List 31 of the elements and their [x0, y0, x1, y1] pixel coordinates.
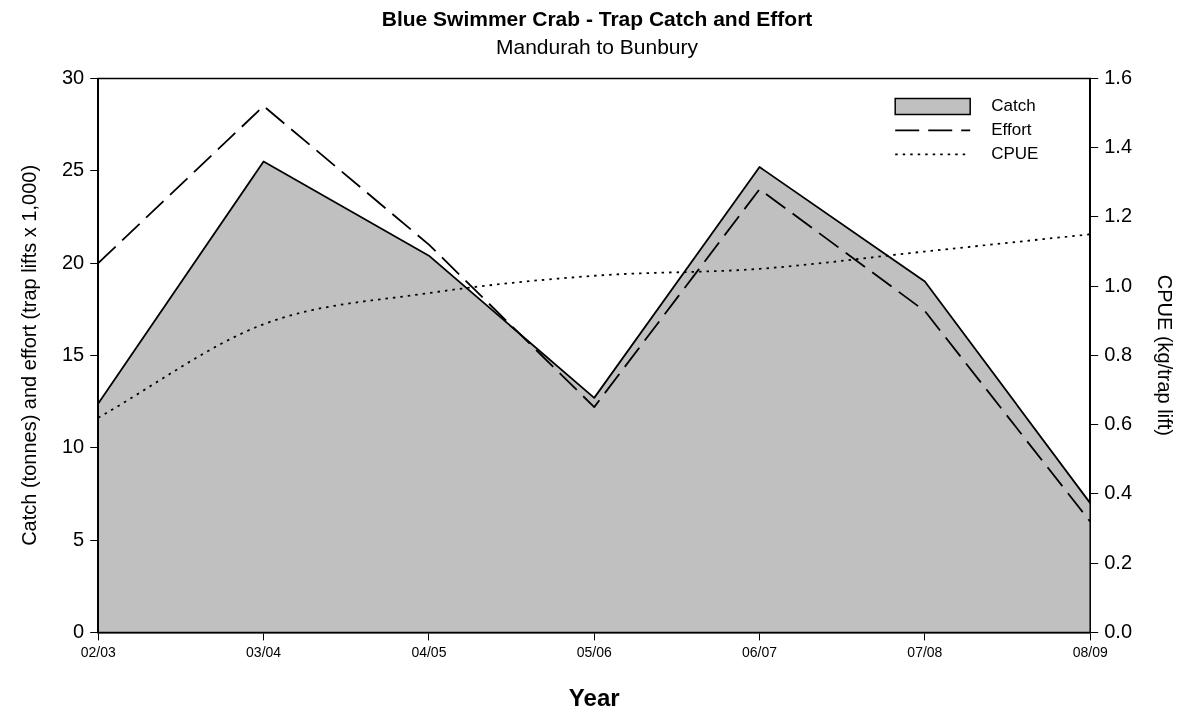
legend-label: Catch	[991, 96, 1036, 116]
y-tick-label: 20	[62, 250, 85, 273]
chart-subtitle: Mandurah to Bunbury	[496, 34, 699, 58]
y-tick-label: 10	[62, 435, 85, 458]
y2-tick-label: 0.0	[1104, 619, 1133, 642]
y-tick-label: 0	[73, 619, 85, 642]
y-tick-label: 5	[73, 527, 85, 550]
y2-tick-label: 0.2	[1104, 550, 1133, 573]
y2-tick-label: 0.8	[1104, 342, 1133, 365]
x-axis-title: Year	[568, 684, 620, 712]
y2-tick-label: 0.6	[1104, 412, 1133, 435]
y-axis-title: Catch (tonnes) and effort (trap lifts x 1,000)	[17, 164, 40, 546]
y2-tick-label: 0.4	[1104, 481, 1133, 504]
x-tick-label: 04/05	[411, 643, 447, 660]
x-tick-label: 02/03	[80, 643, 116, 660]
y2-tick-label: 1.0	[1104, 273, 1133, 296]
y2-tick-label: 1.2	[1104, 204, 1133, 227]
x-tick-label: 05/06	[576, 643, 612, 660]
chart-title: Blue Swimmer Crab - Trap Catch and Effort	[381, 7, 813, 31]
x-tick-label: 08/09	[1072, 643, 1108, 660]
y2-tick-label: 1.4	[1104, 135, 1133, 158]
x-tick-label: 03/04	[246, 643, 282, 660]
x-tick-label: 06/07	[742, 643, 778, 660]
y-tick-label: 15	[62, 342, 85, 365]
y2-axis-title: CPUE (kg/trap lift)	[1154, 274, 1177, 436]
legend-label: CPUE	[991, 144, 1039, 164]
x-tick-label: 07/08	[907, 643, 943, 660]
y2-tick-label: 1.6	[1104, 65, 1133, 88]
y-tick-label: 30	[62, 65, 85, 88]
y-tick-label: 25	[62, 158, 85, 181]
legend-label: Effort	[991, 120, 1032, 140]
